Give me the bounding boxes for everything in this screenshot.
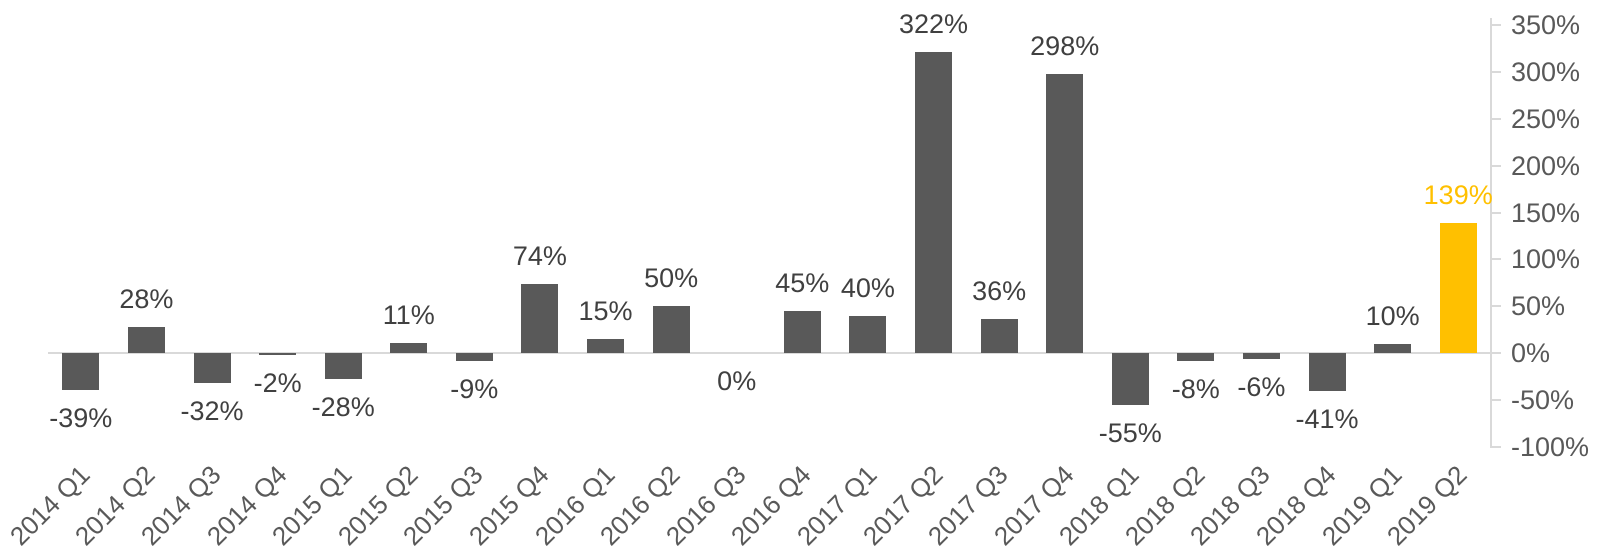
bar-2015-q4[interactable] <box>521 283 559 353</box>
data-label: -9% <box>450 374 499 405</box>
y-axis-tick-label: -50% <box>1511 385 1575 415</box>
bar-2015-q2[interactable] <box>390 342 428 353</box>
y-axis-tick-label: 100% <box>1511 244 1581 274</box>
data-label: 28% <box>119 283 174 314</box>
bar-2017-q1[interactable] <box>849 315 887 353</box>
data-label: 298% <box>1030 31 1100 62</box>
y-axis-tick-label: 250% <box>1511 104 1581 134</box>
y-axis-tick-label: 50% <box>1511 291 1566 321</box>
data-label: 74% <box>512 240 567 271</box>
y-axis-tick-mark <box>1490 305 1501 307</box>
data-label: 0% <box>717 366 757 396</box>
y-axis-tick-label: 350% <box>1511 10 1581 40</box>
data-label: 50% <box>644 263 699 294</box>
bar-2014-q4[interactable] <box>259 353 297 355</box>
data-label: 10% <box>1365 300 1420 331</box>
y-axis-tick-label: 200% <box>1511 151 1581 181</box>
data-label: -28% <box>311 392 375 423</box>
bar-2015-q3[interactable] <box>455 353 493 362</box>
bar-2016-q4[interactable] <box>783 310 821 353</box>
y-axis-tick-mark <box>1490 165 1501 167</box>
bar-2014-q2[interactable] <box>127 326 165 353</box>
bar-2017-q2[interactable] <box>915 51 952 353</box>
data-label: 45% <box>775 267 830 298</box>
bar-2019-q2[interactable] <box>1439 222 1477 353</box>
bar-2014-q3[interactable] <box>193 353 231 383</box>
bar-2017-q3[interactable] <box>980 319 1018 353</box>
y-axis-tick-mark <box>1490 118 1501 120</box>
bar-2014-q1[interactable] <box>62 353 100 390</box>
y-axis-line <box>1490 18 1492 448</box>
bar-2019-q1[interactable] <box>1374 343 1412 353</box>
y-axis-tick-mark <box>1490 71 1501 73</box>
y-axis-tick-label: 150% <box>1511 198 1581 228</box>
y-axis-tick-label: 0% <box>1511 338 1551 368</box>
bar-2017-q4[interactable] <box>1046 74 1084 353</box>
y-axis-tick-mark <box>1490 24 1501 26</box>
data-label: 36% <box>972 276 1027 307</box>
data-label: 139% <box>1423 179 1493 210</box>
data-label: 15% <box>578 296 633 326</box>
data-label: -2% <box>253 367 302 398</box>
y-axis-tick-mark <box>1490 446 1501 448</box>
data-label: 322% <box>898 8 969 39</box>
data-label: -55% <box>1098 417 1162 448</box>
y-axis-tick-mark <box>1490 399 1501 401</box>
y-axis-tick-mark <box>1490 352 1501 354</box>
x-axis-zero-line <box>48 352 1499 354</box>
y-axis-tick-mark <box>1490 212 1501 214</box>
data-label: -32% <box>180 396 244 426</box>
bar-2015-q1[interactable] <box>324 353 362 380</box>
bar-2018-q3[interactable] <box>1242 353 1280 359</box>
bar-2018-q1[interactable] <box>1111 353 1149 405</box>
y-axis-tick-label: 300% <box>1511 57 1581 87</box>
data-label: -41% <box>1295 404 1359 435</box>
data-label: 40% <box>840 272 895 303</box>
bar-2016-q2[interactable] <box>652 306 690 353</box>
data-label: -8% <box>1171 373 1220 404</box>
data-label: -6% <box>1237 371 1286 402</box>
bar-2018-q2[interactable] <box>1177 353 1215 361</box>
data-label: 11% <box>382 299 435 330</box>
data-label: -39% <box>49 402 113 433</box>
bar-2016-q1[interactable] <box>587 339 624 353</box>
y-axis-tick-label: -100% <box>1511 432 1590 462</box>
bar-2018-q4[interactable] <box>1308 353 1346 392</box>
y-axis-tick-mark <box>1490 258 1501 260</box>
